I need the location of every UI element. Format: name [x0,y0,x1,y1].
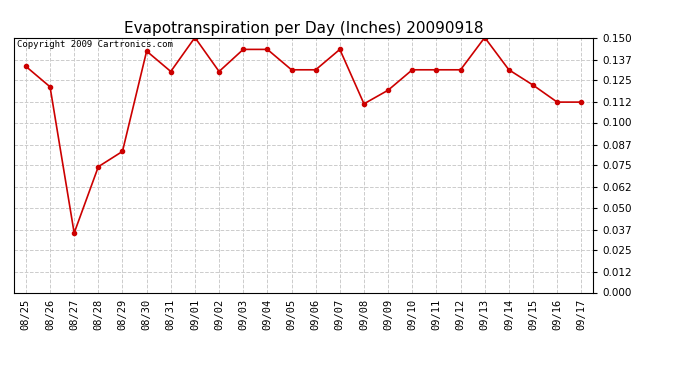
Text: Copyright 2009 Cartronics.com: Copyright 2009 Cartronics.com [17,40,172,49]
Title: Evapotranspiration per Day (Inches) 20090918: Evapotranspiration per Day (Inches) 2009… [124,21,484,36]
